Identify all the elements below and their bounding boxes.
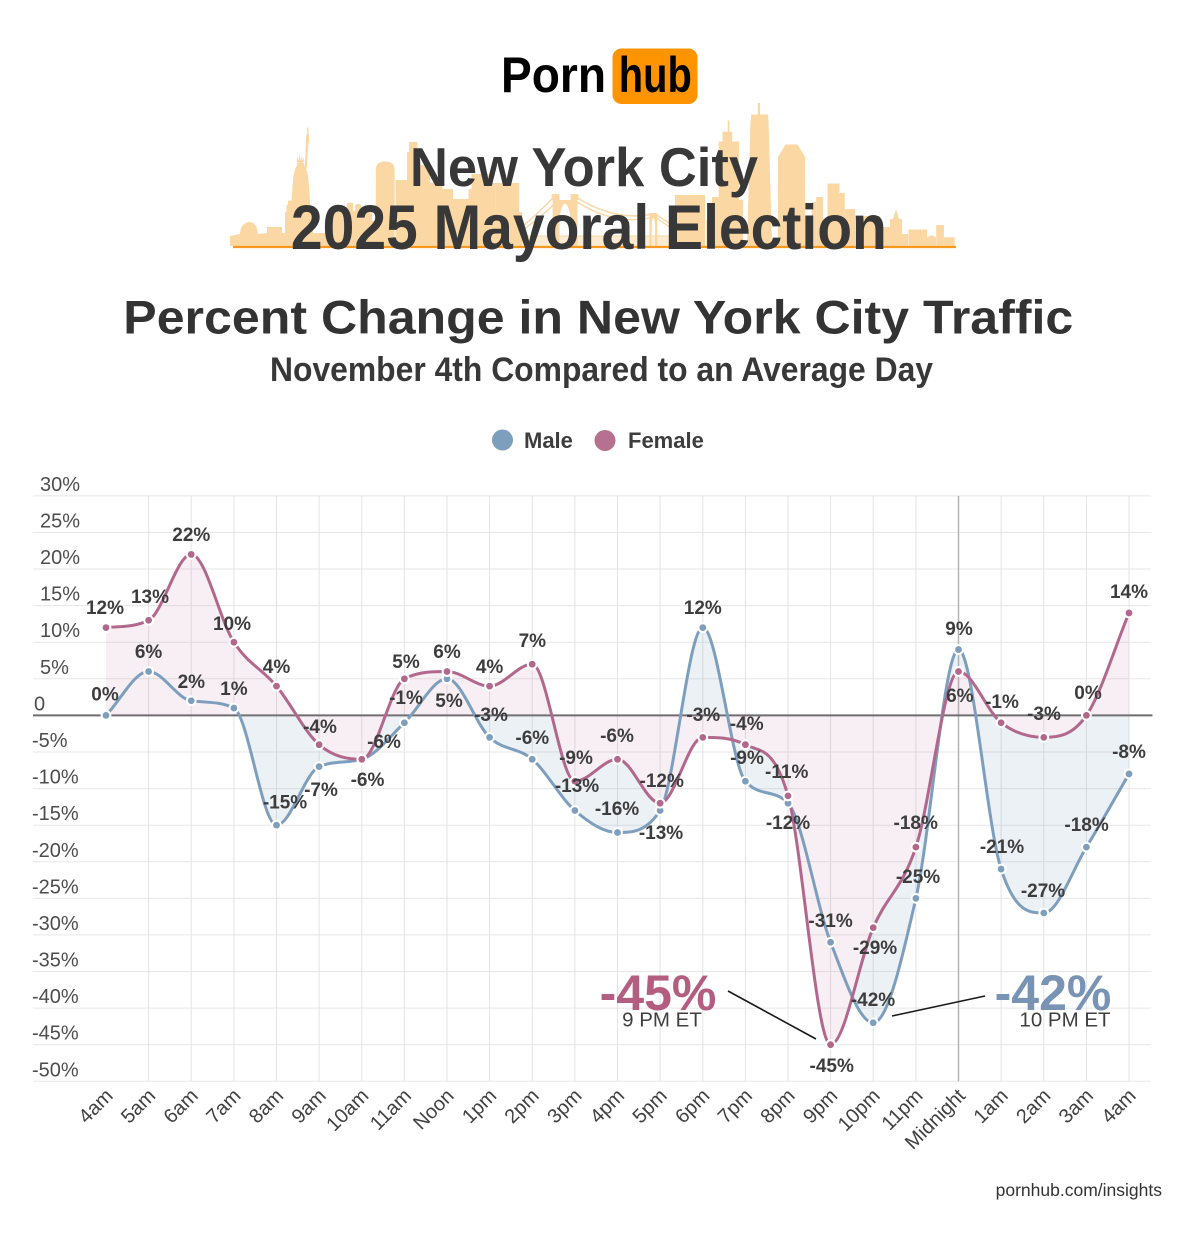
svg-text:0%: 0% — [1074, 683, 1102, 704]
svg-text:2025 Mayoral Election: 2025 Mayoral Election — [291, 193, 887, 263]
svg-text:-12%: -12% — [640, 771, 684, 792]
svg-text:0%: 0% — [91, 685, 119, 706]
svg-text:-20%: -20% — [32, 840, 79, 862]
svg-text:-11%: -11% — [765, 762, 808, 783]
svg-text:-12%: -12% — [766, 813, 810, 834]
svg-text:9%: 9% — [945, 619, 973, 640]
svg-text:-18%: -18% — [894, 813, 938, 834]
svg-text:-6%: -6% — [351, 770, 385, 791]
svg-text:10 PM ET: 10 PM ET — [1019, 1009, 1111, 1032]
svg-text:-25%: -25% — [896, 867, 940, 888]
svg-text:-45%: -45% — [810, 1056, 854, 1077]
svg-text:-45%: -45% — [600, 965, 717, 1021]
svg-text:-7%: -7% — [304, 780, 338, 801]
svg-text:New York City: New York City — [410, 137, 759, 198]
svg-text:7%: 7% — [519, 631, 547, 652]
svg-text:hub: hub — [619, 47, 692, 103]
svg-text:12%: 12% — [684, 598, 722, 619]
svg-text:20%: 20% — [40, 547, 80, 569]
svg-text:-42%: -42% — [851, 990, 895, 1011]
svg-text:-1%: -1% — [389, 688, 423, 709]
svg-text:1%: 1% — [220, 679, 248, 700]
svg-text:6%: 6% — [135, 642, 163, 663]
svg-text:-45%: -45% — [32, 1023, 79, 1045]
svg-text:-9%: -9% — [730, 748, 764, 769]
svg-text:-15%: -15% — [32, 803, 79, 825]
svg-text:-25%: -25% — [32, 876, 79, 898]
svg-text:-27%: -27% — [1021, 881, 1065, 902]
svg-text:5%: 5% — [435, 691, 463, 712]
svg-text:-18%: -18% — [1064, 815, 1108, 836]
svg-text:November 4th Compared to an Av: November 4th Compared to an Average Day — [270, 351, 933, 389]
svg-text:-4%: -4% — [730, 714, 764, 735]
svg-text:-9%: -9% — [559, 748, 593, 769]
svg-text:-21%: -21% — [980, 837, 1024, 858]
svg-text:-13%: -13% — [639, 823, 683, 844]
svg-text:30%: 30% — [40, 474, 80, 496]
svg-text:-40%: -40% — [32, 986, 79, 1008]
svg-text:pornhub.com/insights: pornhub.com/insights — [996, 1180, 1163, 1200]
svg-text:-8%: -8% — [1112, 742, 1146, 763]
svg-text:15%: 15% — [40, 584, 80, 606]
svg-text:-31%: -31% — [808, 911, 852, 932]
svg-text:-50%: -50% — [32, 1059, 79, 1081]
svg-text:2%: 2% — [178, 672, 206, 693]
svg-text:0: 0 — [34, 693, 45, 715]
svg-text:6%: 6% — [433, 642, 461, 663]
svg-text:5%: 5% — [392, 652, 420, 673]
svg-text:-16%: -16% — [595, 799, 639, 820]
svg-text:-6%: -6% — [367, 732, 401, 753]
svg-text:-35%: -35% — [32, 950, 79, 972]
svg-text:-30%: -30% — [32, 913, 79, 935]
svg-text:9 PM ET: 9 PM ET — [622, 1009, 702, 1032]
svg-text:12%: 12% — [86, 598, 124, 619]
svg-text:Porn: Porn — [501, 47, 606, 103]
svg-text:Male: Male — [524, 428, 573, 453]
svg-text:Percent Change in New York Cit: Percent Change in New York City Traffic — [123, 292, 1073, 345]
svg-text:-6%: -6% — [600, 726, 634, 747]
svg-text:-10%: -10% — [32, 767, 79, 789]
svg-text:14%: 14% — [1110, 582, 1148, 603]
svg-text:10%: 10% — [213, 614, 251, 635]
svg-text:Female: Female — [628, 428, 704, 453]
svg-text:-29%: -29% — [853, 938, 897, 959]
svg-text:-3%: -3% — [1027, 704, 1061, 725]
svg-text:-4%: -4% — [303, 717, 337, 738]
svg-text:4%: 4% — [476, 657, 504, 678]
svg-text:-13%: -13% — [555, 776, 599, 797]
svg-text:-1%: -1% — [985, 692, 1019, 713]
svg-text:-42%: -42% — [995, 965, 1112, 1021]
svg-text:-3%: -3% — [474, 705, 508, 726]
svg-text:-5%: -5% — [32, 730, 68, 752]
svg-text:13%: 13% — [131, 587, 169, 608]
svg-text:22%: 22% — [172, 525, 210, 546]
svg-text:-3%: -3% — [686, 705, 720, 726]
svg-text:-6%: -6% — [515, 728, 549, 749]
svg-text:10%: 10% — [40, 620, 80, 642]
svg-text:6%: 6% — [946, 686, 974, 707]
svg-text:-15%: -15% — [263, 793, 307, 814]
svg-text:5%: 5% — [40, 657, 69, 679]
svg-text:25%: 25% — [40, 511, 80, 533]
svg-text:4%: 4% — [263, 657, 291, 678]
